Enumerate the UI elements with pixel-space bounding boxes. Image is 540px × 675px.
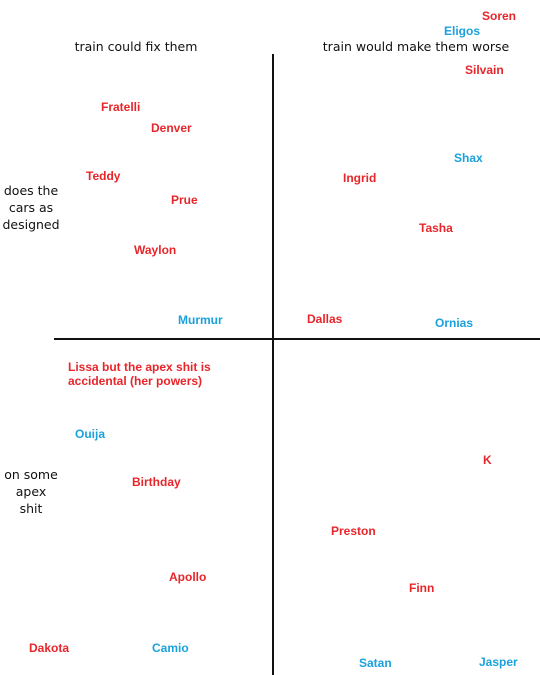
name-dakota: Dakota — [29, 641, 70, 655]
name-preston: Preston — [331, 524, 376, 538]
horizontal-axis — [54, 338, 540, 340]
name-satan: Satan — [359, 656, 392, 670]
vertical-axis — [272, 54, 274, 675]
name-ornias: Ornias — [435, 316, 474, 330]
label-left-lower: on some apex shit — [4, 467, 58, 516]
name-waylon: Waylon — [134, 243, 177, 257]
name-teddy: Teddy — [86, 169, 121, 183]
name-k: K — [483, 453, 492, 467]
name-eligos: Eligos — [444, 24, 481, 38]
name-birthday: Birthday — [132, 475, 181, 489]
label-left-upper: does the cars as designed — [2, 183, 60, 232]
name-ingrid: Ingrid — [343, 171, 377, 185]
name-shax: Shax — [454, 151, 483, 165]
name-fratelli: Fratelli — [101, 100, 141, 114]
name-ouija: Ouija — [75, 427, 106, 441]
name-prue: Prue — [171, 193, 198, 207]
name-lissa: Lissa but the apex shit is accidental (h… — [68, 360, 211, 388]
name-camio: Camio — [152, 641, 189, 655]
name-dallas: Dallas — [307, 312, 343, 326]
name-finn: Finn — [409, 581, 435, 595]
name-apollo: Apollo — [169, 570, 207, 584]
name-murmur: Murmur — [178, 313, 223, 327]
name-silvain: Silvain — [465, 63, 504, 77]
name-soren: Soren — [482, 9, 517, 23]
label-top-right: train would make them worse — [322, 39, 510, 54]
label-top-left: train could fix them — [74, 39, 198, 54]
name-tasha: Tasha — [419, 221, 453, 235]
name-jasper: Jasper — [479, 655, 518, 669]
name-denver: Denver — [151, 121, 192, 135]
